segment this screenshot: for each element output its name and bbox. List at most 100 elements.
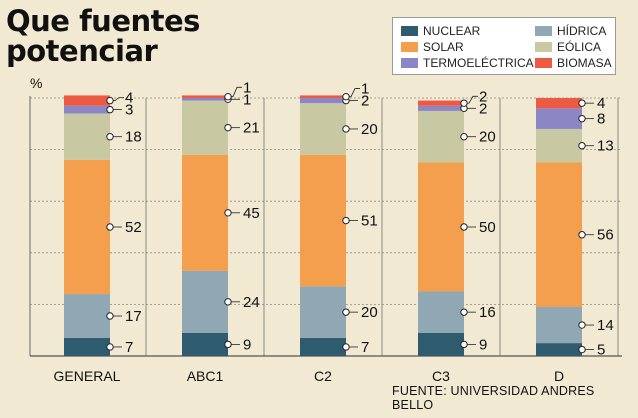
bar-segment-nuclear-general	[64, 337, 110, 356]
bar-segment-nuclear-c2	[300, 337, 346, 356]
category-label-c3: C3	[432, 368, 450, 384]
legend-label-solar: SOLAR	[423, 40, 464, 54]
bar-segment-termoelectrica-abc1	[182, 98, 228, 101]
label-marker-solar-c2	[342, 216, 350, 225]
bar-segment-nuclear-abc1	[182, 332, 228, 356]
data-label-hidrica-c3: 16	[479, 304, 496, 321]
bar-segment-hidrica-d	[536, 306, 582, 344]
data-label-biomasa-abc1: 1	[243, 79, 251, 96]
legend-swatch-nuclear	[401, 26, 418, 36]
bar-segment-solar-c2	[300, 154, 346, 287]
bar-segment-hidrica-general	[64, 294, 110, 338]
label-marker-nuclear-c2	[342, 343, 350, 351]
label-marker-solar-d	[578, 231, 586, 239]
data-label-biomasa-d: 4	[597, 95, 605, 112]
legend-item-eolica: EÓLICA	[535, 40, 601, 54]
label-marker-solar-abc1	[224, 209, 232, 217]
bar-segment-solar-c3	[418, 162, 464, 292]
bar-segment-eolica-c3	[418, 110, 464, 163]
bar-segment-nuclear-c3	[418, 332, 464, 356]
label-marker-eolica-abc1	[224, 123, 232, 132]
legend-label-eolica: EÓLICA	[557, 40, 602, 54]
category-label-abc1: ABC1	[187, 368, 224, 384]
label-marker-biomasa-d	[578, 99, 586, 107]
bar-segment-termoelectrica-d	[536, 108, 582, 129]
label-marker-hidrica-c3	[460, 308, 468, 316]
data-label-solar-d: 56	[597, 227, 614, 244]
label-marker-biomasa-general	[106, 96, 114, 105]
bar-segment-biomasa-c3	[418, 100, 464, 106]
bar-segment-hidrica-c3	[418, 291, 464, 333]
data-label-hidrica-abc1: 24	[243, 294, 260, 311]
data-label-hidrica-d: 14	[597, 317, 614, 334]
legend-swatch-termo	[401, 58, 418, 68]
data-label-eolica-d: 13	[597, 138, 614, 155]
bar-segment-eolica-general	[64, 113, 110, 160]
label-marker-biomasa-c3	[460, 99, 468, 107]
label-marker-hidrica-abc1	[224, 298, 232, 306]
legend-swatch-biomasa	[535, 58, 552, 68]
data-label-termoelectrica-c3: 2	[479, 100, 487, 117]
bar-segment-termoelectrica-c2	[300, 98, 346, 104]
data-label-nuclear-abc1: 9	[243, 336, 251, 353]
data-label-nuclear-c3: 9	[479, 336, 487, 353]
label-marker-nuclear-general	[106, 343, 114, 351]
label-marker-nuclear-c3	[460, 340, 468, 349]
data-label-termoelectrica-c2: 2	[361, 93, 369, 110]
title-line-1: Que fuentes	[6, 4, 200, 38]
data-label-termoelectrica-general: 3	[125, 102, 133, 119]
bar-segment-biomasa-c2	[300, 95, 346, 98]
legend-item-biomasa: BIOMASA	[535, 56, 612, 70]
data-label-eolica-abc1: 21	[243, 120, 260, 137]
legend-item-hidrica: HÍDRICA	[535, 24, 606, 38]
bar-segment-hidrica-c2	[300, 286, 346, 338]
data-label-biomasa-general: 4	[125, 90, 133, 107]
label-marker-biomasa-abc1	[224, 93, 232, 101]
category-label-d: D	[554, 368, 564, 384]
bar-segment-eolica-d	[536, 128, 582, 163]
y-axis-unit: %	[30, 75, 42, 91]
bar-segment-termoelectrica-general	[64, 105, 110, 114]
data-label-eolica-c2: 20	[361, 121, 378, 138]
category-label-c2: C2	[314, 368, 332, 384]
data-label-biomasa-c2: 1	[361, 81, 369, 98]
label-marker-termoelectrica-general	[106, 105, 114, 114]
label-marker-eolica-d	[578, 142, 586, 150]
bar-segment-eolica-c2	[300, 103, 346, 155]
bar-segment-biomasa-d	[536, 98, 582, 109]
bar-segment-termoelectrica-c3	[418, 105, 464, 111]
legend-swatch-solar	[401, 42, 418, 52]
legend-swatch-eolica	[535, 42, 552, 52]
bar-segment-hidrica-abc1	[182, 270, 228, 333]
legend-item-solar: SOLAR	[401, 40, 464, 54]
bar-segment-biomasa-general	[64, 95, 110, 106]
label-marker-hidrica-c2	[342, 308, 350, 316]
legend-item-nuclear: NUCLEAR	[401, 24, 480, 38]
legend-swatch-hidrica	[535, 26, 552, 36]
label-marker-biomasa-c2	[342, 93, 350, 101]
data-label-solar-abc1: 45	[243, 205, 260, 222]
data-label-hidrica-general: 17	[125, 308, 142, 325]
bar-segment-solar-abc1	[182, 154, 228, 271]
category-label-general: GENERAL	[54, 368, 121, 384]
bar-segment-solar-d	[536, 162, 582, 307]
source-note: FUENTE: UNIVERSIDAD ANDRES BELLO	[392, 384, 595, 412]
label-marker-solar-general	[106, 223, 114, 231]
legend-label-termo: TERMOELÉCTRICA	[423, 56, 534, 70]
data-label-eolica-c3: 20	[479, 129, 496, 146]
bar-segment-biomasa-abc1	[182, 95, 228, 98]
label-marker-hidrica-d	[578, 321, 586, 329]
data-label-termoelectrica-d: 8	[597, 111, 605, 128]
bar-segment-nuclear-d	[536, 343, 582, 356]
data-label-eolica-general: 18	[125, 129, 142, 146]
data-label-solar-general: 52	[125, 219, 142, 236]
legend-item-termo: TERMOELÉCTRICA	[401, 56, 534, 70]
legend-label-nuclear: NUCLEAR	[423, 24, 481, 38]
label-marker-eolica-general	[106, 133, 114, 141]
label-marker-hidrica-general	[106, 312, 114, 320]
data-label-solar-c3: 50	[479, 219, 496, 236]
data-label-solar-c2: 51	[361, 213, 378, 230]
data-label-nuclear-general: 7	[125, 339, 133, 356]
label-marker-eolica-c2	[342, 125, 350, 133]
